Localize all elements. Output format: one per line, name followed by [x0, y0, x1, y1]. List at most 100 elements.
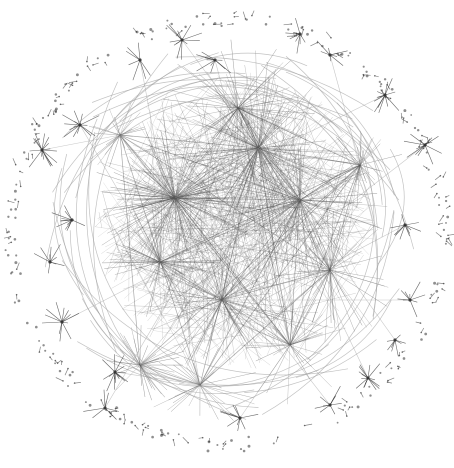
hub-edge — [359, 130, 361, 166]
hub-edge — [174, 136, 191, 199]
satellite-fan-edge — [103, 389, 106, 409]
hub-link — [119, 134, 291, 346]
small-component-node — [17, 200, 20, 203]
cross-edge — [181, 159, 238, 317]
hub-edge — [326, 199, 331, 271]
cross-edge — [278, 127, 353, 280]
cross-edge — [209, 174, 237, 194]
hub-link — [257, 147, 361, 166]
isolated-node — [71, 370, 74, 374]
cross-edge — [198, 227, 297, 342]
satellite-hub-node — [366, 376, 370, 380]
arc-edge — [175, 56, 374, 111]
arc-edge — [93, 85, 391, 171]
isolated-node — [41, 116, 45, 119]
cross-edge — [231, 93, 299, 339]
hub-edge — [178, 236, 223, 301]
satellite-fan-edge — [114, 371, 126, 373]
cross-edge — [141, 170, 304, 228]
isolated-node — [446, 215, 450, 219]
hub-edge — [120, 249, 161, 263]
small-component-node — [330, 37, 332, 39]
small-component-node — [422, 147, 425, 150]
small-component-node — [360, 392, 362, 394]
hub-edge — [159, 261, 194, 273]
satellite-link — [139, 59, 201, 386]
isolated-node — [115, 406, 118, 409]
hub-edge — [289, 315, 332, 346]
cross-edge — [144, 232, 194, 234]
hub-edge — [260, 199, 301, 228]
small-component-edge — [439, 215, 444, 222]
cross-edge — [191, 220, 352, 237]
hub-edge — [101, 197, 176, 246]
hub-edge — [299, 199, 373, 221]
hub-edge — [357, 146, 361, 166]
hub-edge — [139, 361, 159, 366]
cross-edge — [152, 330, 216, 342]
cross-edge — [162, 202, 165, 270]
hub-edge — [289, 325, 328, 346]
small-component-edge — [67, 82, 73, 86]
cross-edge — [125, 249, 235, 363]
hub-edge — [109, 259, 161, 263]
isolated-node — [380, 83, 383, 86]
satellite-fan-edge — [404, 291, 411, 301]
cross-edge — [273, 187, 338, 328]
small-component-node — [437, 296, 440, 299]
satellite-fan-edge — [56, 219, 73, 228]
cross-edge — [165, 113, 257, 279]
satellite-fan-edge — [373, 94, 386, 102]
small-component-node — [134, 424, 136, 427]
hub-edge — [329, 229, 379, 271]
hub-edge — [237, 101, 294, 109]
isolated-node — [379, 371, 382, 374]
cross-edge — [151, 226, 220, 247]
hub-link — [299, 199, 331, 271]
isolated-node — [67, 385, 69, 387]
isolated-node — [149, 28, 153, 31]
hub-edge — [109, 108, 121, 136]
cross-edge — [198, 111, 250, 146]
isolated-node — [438, 203, 441, 207]
cross-edge — [139, 225, 272, 293]
isolated-node — [379, 85, 382, 88]
hub-edge — [298, 221, 331, 271]
hub-edge — [139, 350, 185, 366]
hub-edge — [323, 245, 331, 271]
cross-edge — [167, 130, 350, 309]
hub-edge — [159, 261, 221, 274]
isolated-node — [206, 449, 210, 453]
cross-edge — [272, 181, 285, 204]
cross-edge — [152, 133, 293, 267]
cross-edge — [116, 169, 140, 281]
cross-edge — [192, 195, 276, 304]
cross-edge — [97, 172, 185, 238]
cross-edge — [101, 149, 250, 254]
cross-edge — [230, 108, 280, 292]
satellite-fan-edge — [61, 218, 73, 221]
cross-edge — [251, 83, 350, 244]
hub-edge — [359, 164, 366, 180]
satellite-fan-edge — [214, 59, 231, 74]
hub-edge — [149, 261, 161, 312]
hub-edge — [175, 299, 223, 304]
satellite-fan-edge — [220, 411, 241, 419]
satellite-fan-edge — [55, 302, 63, 323]
small-component-edge — [227, 23, 233, 26]
arc-edge — [53, 167, 84, 296]
arc-edge — [90, 320, 255, 395]
cross-edge — [217, 191, 242, 299]
satellite-fan-edge — [415, 144, 426, 155]
cross-edge — [167, 115, 244, 188]
cross-edge — [201, 188, 231, 365]
cross-edge — [173, 335, 241, 346]
small-component-node — [58, 95, 60, 98]
cross-edge — [145, 106, 284, 249]
hub-edge — [186, 299, 223, 366]
hub-edge — [131, 197, 176, 210]
satellite-fan-edge — [319, 404, 331, 413]
isolated-node — [247, 435, 250, 439]
cross-edge — [163, 164, 193, 302]
isolated-node — [7, 237, 10, 240]
